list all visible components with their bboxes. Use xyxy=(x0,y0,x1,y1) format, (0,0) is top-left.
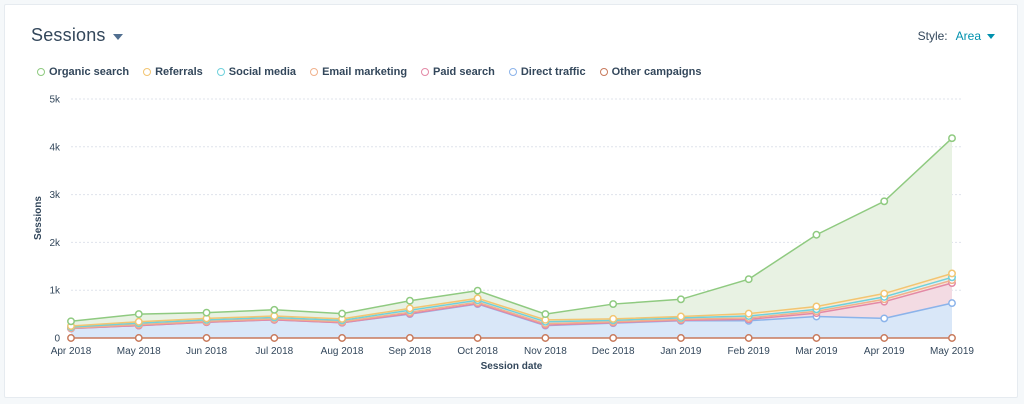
x-tick-label: Mar 2019 xyxy=(795,346,838,357)
data-point[interactable] xyxy=(473,286,482,295)
data-point[interactable] xyxy=(880,314,889,323)
legend-marker-icon xyxy=(421,68,430,76)
report-title-dropdown[interactable]: Sessions xyxy=(31,25,123,46)
data-point[interactable] xyxy=(202,308,211,317)
data-point[interactable] xyxy=(338,334,347,342)
legend-item-direct-traffic[interactable]: Direct traffic xyxy=(508,66,586,78)
area-fill-organic-search xyxy=(71,138,952,327)
legend-item-other-campaigns[interactable]: Other campaigns xyxy=(599,66,702,78)
x-tick-label: Feb 2019 xyxy=(728,346,771,357)
style-selector: Style: Area xyxy=(918,29,995,43)
series-line-social-media xyxy=(70,276,953,328)
legend-item-referrals[interactable]: Referrals xyxy=(143,66,203,78)
data-point[interactable] xyxy=(948,269,956,278)
data-point[interactable] xyxy=(134,310,143,319)
style-dropdown[interactable]: Area xyxy=(955,29,981,43)
data-point[interactable] xyxy=(541,310,550,319)
legend-item-paid-search[interactable]: Paid search xyxy=(421,66,495,78)
y-tick-label: 4k xyxy=(49,142,61,153)
x-tick-label: Oct 2018 xyxy=(457,346,498,357)
data-point[interactable] xyxy=(609,314,618,323)
data-point[interactable] xyxy=(270,305,279,314)
legend-label: Direct traffic xyxy=(520,66,586,78)
x-tick-label: Jun 2018 xyxy=(186,346,228,357)
legend-item-email-marketing[interactable]: Email marketing xyxy=(310,66,407,78)
x-tick-label: Jan 2019 xyxy=(660,346,702,357)
data-point[interactable] xyxy=(473,294,482,303)
legend-label: Referrals xyxy=(155,66,203,78)
legend-item-organic-search[interactable]: Organic search xyxy=(37,66,129,78)
data-point[interactable] xyxy=(948,134,956,143)
series-line-organic-search xyxy=(70,137,953,323)
legend-marker-icon xyxy=(37,68,45,76)
data-point[interactable] xyxy=(812,334,821,342)
y-tick-label: 0 xyxy=(54,334,60,345)
y-tick-label: 2k xyxy=(49,238,61,249)
x-tick-label: Jul 2018 xyxy=(255,346,293,357)
style-caret-down-icon[interactable] xyxy=(987,34,995,39)
x-tick-label: Apr 2018 xyxy=(51,346,92,357)
x-tick-label: Aug 2018 xyxy=(321,346,364,357)
x-tick-label: Apr 2019 xyxy=(864,346,905,357)
data-point[interactable] xyxy=(744,334,753,342)
data-point[interactable] xyxy=(405,334,414,342)
x-tick-label: May 2018 xyxy=(117,346,161,357)
series-line-referrals xyxy=(70,272,953,327)
legend-label: Other campaigns xyxy=(611,66,702,78)
legend-label: Email marketing xyxy=(322,66,408,78)
data-point[interactable] xyxy=(676,312,685,321)
data-point[interactable] xyxy=(676,295,685,304)
data-point[interactable] xyxy=(134,334,143,342)
legend-label: Social media xyxy=(228,66,297,78)
legend-marker-icon xyxy=(143,68,152,76)
data-point[interactable] xyxy=(609,300,618,309)
legend-label: Organic search xyxy=(49,66,130,78)
legend-marker-icon xyxy=(310,68,319,76)
data-point[interactable] xyxy=(880,289,889,298)
data-point[interactable] xyxy=(948,334,956,342)
legend-label: Paid search xyxy=(433,66,495,78)
data-point[interactable] xyxy=(744,275,753,284)
data-point[interactable] xyxy=(744,309,753,318)
y-tick-label: 3k xyxy=(49,190,61,201)
data-point[interactable] xyxy=(338,309,347,318)
series-line-email-marketing xyxy=(70,279,953,329)
y-axis-title: Sessions xyxy=(33,196,44,240)
data-point[interactable] xyxy=(880,334,889,342)
data-point[interactable] xyxy=(405,304,414,313)
data-point[interactable] xyxy=(541,334,550,342)
data-point[interactable] xyxy=(67,334,75,342)
data-point[interactable] xyxy=(473,334,482,342)
report-title: Sessions xyxy=(31,25,106,45)
data-point[interactable] xyxy=(405,296,414,305)
series-line-paid-search xyxy=(70,282,953,330)
data-point[interactable] xyxy=(67,317,75,326)
legend-marker-icon xyxy=(599,68,608,76)
data-point[interactable] xyxy=(812,230,821,239)
y-tick-label: 1k xyxy=(49,286,61,297)
area-fill-direct-traffic xyxy=(71,303,952,338)
legend-item-social-media[interactable]: Social media xyxy=(216,66,297,78)
data-point[interactable] xyxy=(134,317,143,326)
legend-marker-icon xyxy=(508,68,517,76)
legend-marker-icon xyxy=(216,68,225,76)
data-point[interactable] xyxy=(202,334,211,342)
data-point[interactable] xyxy=(676,334,685,342)
style-label: Style: xyxy=(917,29,948,43)
data-point[interactable] xyxy=(812,302,821,311)
x-tick-label: Sep 2018 xyxy=(388,346,431,357)
data-point[interactable] xyxy=(609,334,618,342)
x-tick-label: Dec 2018 xyxy=(592,346,635,357)
data-point[interactable] xyxy=(270,312,279,320)
x-tick-label: Nov 2018 xyxy=(524,346,567,357)
data-point[interactable] xyxy=(880,197,889,206)
x-tick-label: May 2019 xyxy=(930,346,974,357)
y-tick-label: 5k xyxy=(49,95,61,106)
chart-legend: Organic search Referrals Social media Email… xyxy=(37,66,715,78)
x-axis-title: Session date xyxy=(481,361,543,372)
data-point[interactable] xyxy=(270,334,279,342)
caret-down-icon xyxy=(112,33,123,40)
data-point[interactable] xyxy=(948,299,956,308)
